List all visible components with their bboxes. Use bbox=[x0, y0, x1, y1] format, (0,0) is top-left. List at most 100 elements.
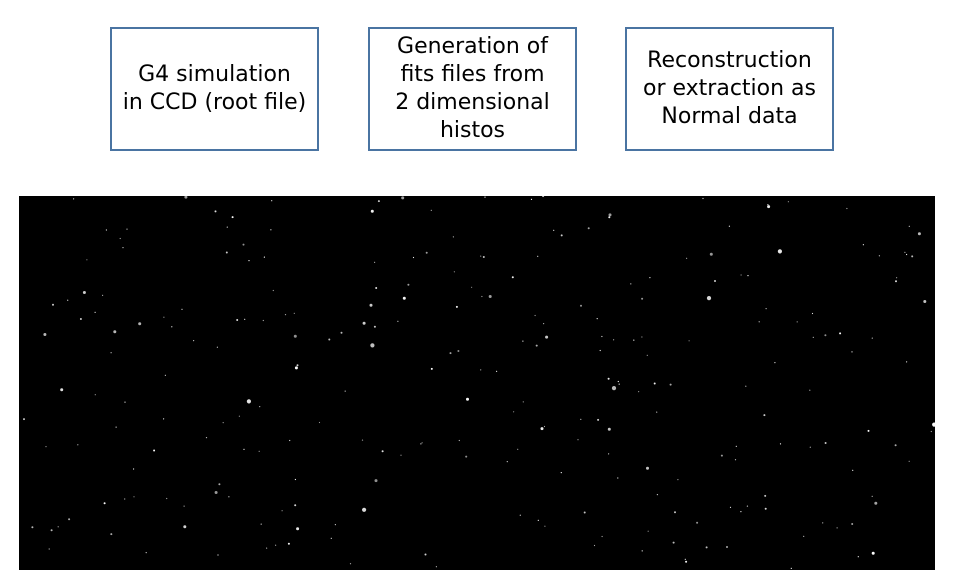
star-dot bbox=[122, 247, 124, 249]
star-dot bbox=[349, 563, 352, 565]
star-dot bbox=[82, 291, 86, 294]
star-dot bbox=[522, 401, 524, 403]
star-dot bbox=[896, 277, 898, 279]
star-dot bbox=[709, 252, 713, 256]
star-dot bbox=[284, 314, 287, 316]
star-dot bbox=[294, 478, 296, 481]
star-dot bbox=[183, 525, 187, 529]
star-dot bbox=[852, 469, 854, 471]
ccd-image-panel bbox=[19, 196, 935, 570]
star-dot bbox=[421, 442, 423, 444]
star-dot bbox=[656, 411, 658, 413]
star-dot bbox=[153, 449, 156, 452]
star-dot bbox=[435, 566, 437, 568]
star-dot bbox=[734, 459, 737, 461]
star-dot bbox=[851, 523, 854, 525]
star-dot bbox=[895, 280, 897, 283]
star-dot bbox=[560, 234, 563, 237]
star-dot bbox=[601, 335, 603, 338]
star-dot bbox=[543, 323, 545, 325]
star-dot bbox=[258, 450, 260, 452]
star-dot bbox=[31, 526, 34, 529]
star-dot bbox=[777, 249, 783, 254]
star-dot bbox=[729, 506, 732, 508]
star-dot bbox=[79, 318, 82, 320]
star-dot bbox=[911, 255, 914, 258]
star-dot bbox=[906, 361, 908, 363]
star-dot bbox=[633, 339, 635, 341]
star-dot bbox=[138, 322, 142, 326]
star-dot bbox=[542, 196, 545, 198]
star-dot bbox=[420, 443, 422, 445]
star-dot bbox=[764, 507, 767, 510]
star-dot bbox=[458, 439, 460, 442]
star-dot bbox=[696, 521, 699, 524]
star-dot bbox=[181, 308, 183, 310]
star-dot bbox=[688, 340, 690, 342]
star-dot bbox=[236, 319, 239, 321]
star-dot bbox=[86, 259, 88, 261]
star-dot bbox=[293, 312, 295, 314]
star-dot bbox=[684, 558, 686, 560]
star-dot bbox=[544, 525, 546, 527]
star-dot bbox=[110, 533, 113, 536]
star-dot bbox=[930, 430, 932, 433]
star-dot bbox=[243, 448, 245, 450]
star-dot bbox=[764, 494, 767, 497]
star-dot bbox=[706, 296, 712, 301]
star-dot bbox=[193, 340, 195, 342]
star-dot bbox=[917, 232, 921, 236]
star-dot bbox=[163, 418, 165, 420]
star-dot bbox=[812, 336, 814, 338]
step-box-fits-generation: Generation of fits files from 2 dimensio… bbox=[368, 27, 577, 151]
star-dot bbox=[362, 321, 366, 325]
star-dot bbox=[728, 225, 731, 227]
star-dot bbox=[641, 336, 643, 338]
star-dot bbox=[747, 275, 749, 277]
star-dot bbox=[369, 303, 373, 307]
star-dot bbox=[878, 255, 881, 257]
star-dot bbox=[163, 316, 165, 318]
star-dot bbox=[862, 244, 865, 246]
star-dot bbox=[222, 422, 224, 424]
star-dot bbox=[45, 446, 47, 448]
star-dot bbox=[214, 491, 218, 494]
star-dot bbox=[361, 439, 364, 441]
star-dot bbox=[726, 546, 728, 548]
star-dot bbox=[908, 225, 910, 227]
star-dot bbox=[412, 256, 415, 259]
star-dot bbox=[23, 418, 25, 421]
star-dot bbox=[506, 461, 508, 463]
star-dot bbox=[534, 314, 536, 317]
star-dot bbox=[535, 344, 538, 347]
star-dot bbox=[455, 305, 458, 308]
star-dot bbox=[779, 443, 782, 445]
star-dot bbox=[381, 450, 384, 453]
step-box-reconstruction: Reconstruction or extraction as Normal d… bbox=[625, 27, 834, 151]
star-dot bbox=[457, 350, 460, 352]
star-dot bbox=[530, 198, 533, 200]
star-dot bbox=[758, 321, 760, 323]
star-dot bbox=[824, 442, 827, 444]
star-dot bbox=[328, 338, 331, 341]
star-dot bbox=[242, 243, 245, 246]
star-dot bbox=[272, 289, 274, 292]
star-dot bbox=[377, 200, 380, 203]
star-dot bbox=[484, 196, 486, 198]
star-dot bbox=[809, 389, 811, 391]
star-dot bbox=[289, 439, 291, 442]
star-dot bbox=[231, 216, 234, 219]
star-dot bbox=[646, 466, 649, 470]
step-label-g4-simulation: G4 simulation in CCD (root file) bbox=[122, 62, 307, 115]
star-dot bbox=[217, 554, 219, 556]
star-dot bbox=[923, 300, 927, 303]
star-dot bbox=[205, 437, 208, 439]
star-dot bbox=[765, 308, 767, 310]
star-dot bbox=[480, 255, 482, 257]
star-dot bbox=[851, 351, 853, 353]
star-dot bbox=[287, 542, 290, 545]
star-dot bbox=[601, 535, 603, 538]
star-dot bbox=[60, 388, 64, 392]
star-dot bbox=[593, 544, 596, 547]
step-label-reconstruction: Reconstruction or extraction as Normal d… bbox=[643, 48, 816, 129]
